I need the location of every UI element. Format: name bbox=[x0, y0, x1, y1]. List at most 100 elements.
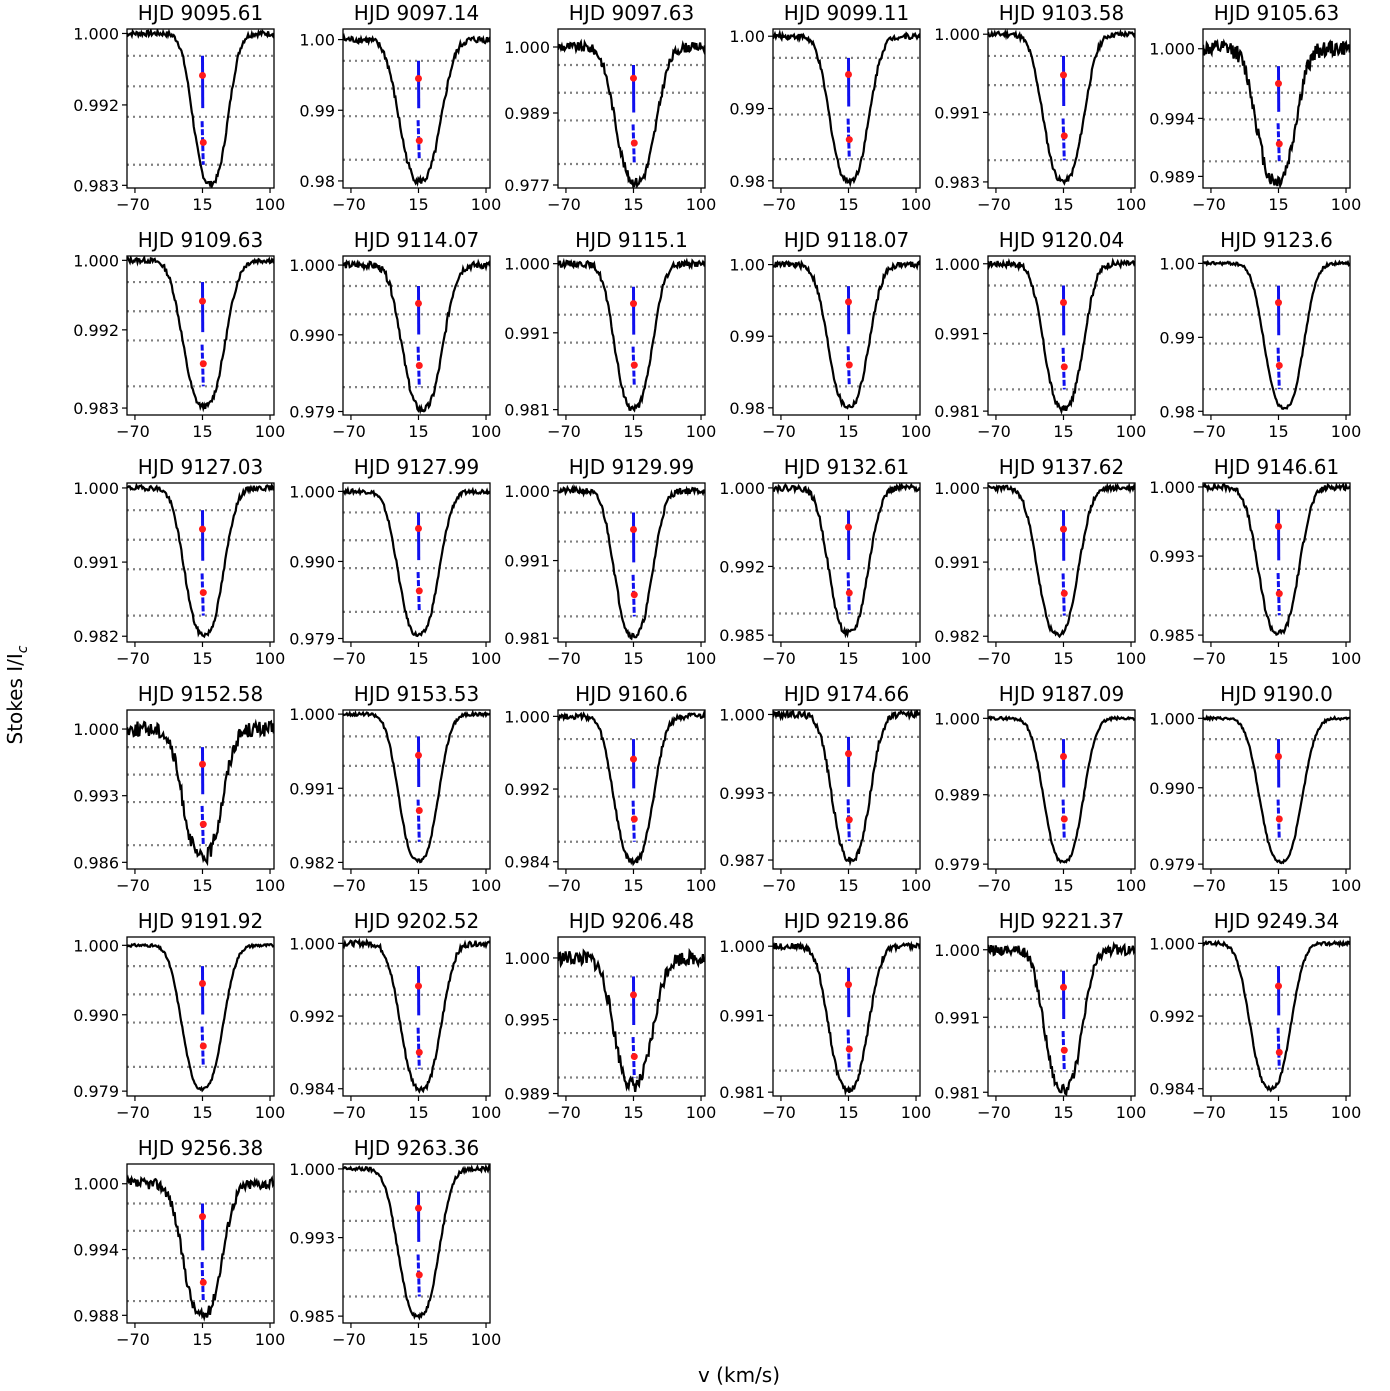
plot-area bbox=[1203, 714, 1350, 865]
bisector-point bbox=[414, 1204, 422, 1212]
bisector-point bbox=[1274, 299, 1282, 307]
y-tick-label: 0.989 bbox=[504, 1085, 550, 1104]
panel: HJD 9109.63 −70 15 100 1.000 0.992 0.983 bbox=[73, 228, 285, 441]
y-tick-label: 0.995 bbox=[504, 1011, 550, 1030]
x-tick-label: 15 bbox=[192, 1330, 212, 1349]
bisector-point bbox=[844, 523, 852, 531]
panel: HJD 9206.48 −70 15 100 1.000 0.995 0.989 bbox=[504, 909, 716, 1122]
panel-title: HJD 9109.63 bbox=[138, 228, 263, 252]
axes-frame bbox=[126, 936, 275, 1097]
axes-frame bbox=[342, 255, 491, 416]
x-tick-label: 15 bbox=[838, 422, 858, 441]
bisector-point bbox=[1059, 525, 1067, 533]
plot-area bbox=[558, 38, 705, 188]
panel: HJD 9095.61 −70 15 100 1.000 0.992 0.983 bbox=[73, 1, 285, 214]
axes-frame bbox=[557, 482, 706, 643]
y-tick-label: 0.990 bbox=[289, 552, 335, 571]
bisector-point bbox=[844, 750, 852, 758]
y-tick-label: 0.98 bbox=[1159, 402, 1195, 421]
bisector-lower bbox=[416, 799, 421, 842]
profile-line bbox=[773, 940, 920, 1096]
axes-frame bbox=[126, 482, 275, 643]
x-tick-label: −70 bbox=[762, 1103, 796, 1122]
panel: HJD 9132.61 −70 15 100 1.000 0.992 0.985 bbox=[719, 455, 931, 668]
x-tick-label: −70 bbox=[332, 1330, 366, 1349]
y-tick-label: 1.00 bbox=[729, 27, 765, 46]
x-tick-label: −70 bbox=[116, 195, 150, 214]
x-tick-label: 100 bbox=[1331, 649, 1362, 668]
axes-frame bbox=[342, 709, 491, 870]
y-tick-label: 0.99 bbox=[299, 101, 335, 120]
x-tick-label: 100 bbox=[255, 1103, 286, 1122]
bisector-point bbox=[1059, 71, 1067, 79]
bisector-point bbox=[198, 71, 206, 79]
y-tick-label: 0.979 bbox=[73, 1082, 119, 1101]
y-tick-label: 0.985 bbox=[719, 626, 765, 645]
panel-title: HJD 9099.11 bbox=[784, 1, 909, 25]
plot-area bbox=[343, 32, 490, 188]
panel-title: HJD 9191.92 bbox=[138, 909, 263, 933]
x-tick-label: 15 bbox=[623, 876, 643, 895]
y-tick-label: 1.000 bbox=[934, 941, 980, 960]
bisector-point bbox=[629, 526, 637, 534]
profile-line bbox=[343, 485, 490, 638]
bisector-lower bbox=[1061, 118, 1066, 161]
bisector-point bbox=[1060, 589, 1068, 597]
y-tick-label: 0.989 bbox=[1149, 167, 1195, 186]
y-tick-label: 0.98 bbox=[299, 172, 335, 191]
panel-title: HJD 9187.09 bbox=[999, 682, 1124, 706]
profile-line bbox=[988, 257, 1135, 415]
bisector-point bbox=[845, 361, 853, 369]
x-tick-label: 100 bbox=[686, 876, 717, 895]
bisector-point bbox=[1059, 299, 1067, 307]
axes-frame bbox=[342, 1163, 491, 1324]
y-tick-label: 0.984 bbox=[1149, 1080, 1195, 1099]
bisector-point bbox=[199, 138, 207, 146]
y-tick-label: 0.981 bbox=[934, 402, 980, 421]
x-tick-label: 15 bbox=[408, 422, 428, 441]
y-tick-label: 0.991 bbox=[504, 324, 550, 343]
bisector-point bbox=[1274, 753, 1282, 761]
axes-frame bbox=[126, 255, 275, 416]
x-tick-label: 15 bbox=[192, 422, 212, 441]
y-tick-label: 0.987 bbox=[719, 851, 765, 870]
plot-area bbox=[988, 940, 1135, 1096]
panel-title: HJD 9137.62 bbox=[999, 455, 1124, 479]
y-tick-label: 0.98 bbox=[729, 399, 765, 418]
x-tick-label: 100 bbox=[471, 195, 502, 214]
profile-line bbox=[558, 483, 705, 641]
bisector-point bbox=[414, 525, 422, 533]
y-tick-label: 0.988 bbox=[73, 1306, 119, 1325]
bisector-point bbox=[844, 298, 852, 306]
x-tick-label: −70 bbox=[332, 649, 366, 668]
x-tick-label: 100 bbox=[1331, 876, 1362, 895]
y-tick-label: 0.979 bbox=[934, 855, 980, 874]
bisector-point bbox=[845, 136, 853, 144]
panel-title: HJD 9153.53 bbox=[354, 682, 479, 706]
profile-line bbox=[127, 256, 274, 413]
profile-line bbox=[1203, 259, 1350, 410]
profile-line bbox=[343, 1164, 490, 1321]
y-tick-label: 0.982 bbox=[73, 627, 119, 646]
panel-title: HJD 9127.99 bbox=[354, 455, 479, 479]
axes-frame bbox=[126, 709, 275, 870]
panel-title: HJD 9105.63 bbox=[1214, 1, 1339, 25]
plot-area bbox=[127, 942, 274, 1093]
bisector-point bbox=[630, 815, 638, 823]
y-axis-label: Stokes I/Ic bbox=[3, 645, 31, 744]
plot-area bbox=[558, 947, 705, 1093]
bisector-point bbox=[1059, 753, 1067, 761]
profile-line bbox=[343, 710, 490, 864]
x-tick-label: 15 bbox=[1053, 422, 1073, 441]
y-tick-label: 1.000 bbox=[1149, 478, 1195, 497]
profile-line bbox=[988, 714, 1135, 864]
panel-title: HJD 9114.07 bbox=[354, 228, 479, 252]
y-tick-label: 0.983 bbox=[73, 176, 119, 195]
x-tick-label: −70 bbox=[547, 195, 581, 214]
y-tick-label: 0.992 bbox=[719, 557, 765, 576]
y-tick-label: 0.983 bbox=[73, 399, 119, 418]
panel: HJD 9221.37 −70 15 100 1.000 0.991 0.981 bbox=[934, 909, 1146, 1122]
x-tick-label: 15 bbox=[192, 649, 212, 668]
x-tick-label: 15 bbox=[1053, 876, 1073, 895]
y-tick-label: 1.000 bbox=[289, 705, 335, 724]
